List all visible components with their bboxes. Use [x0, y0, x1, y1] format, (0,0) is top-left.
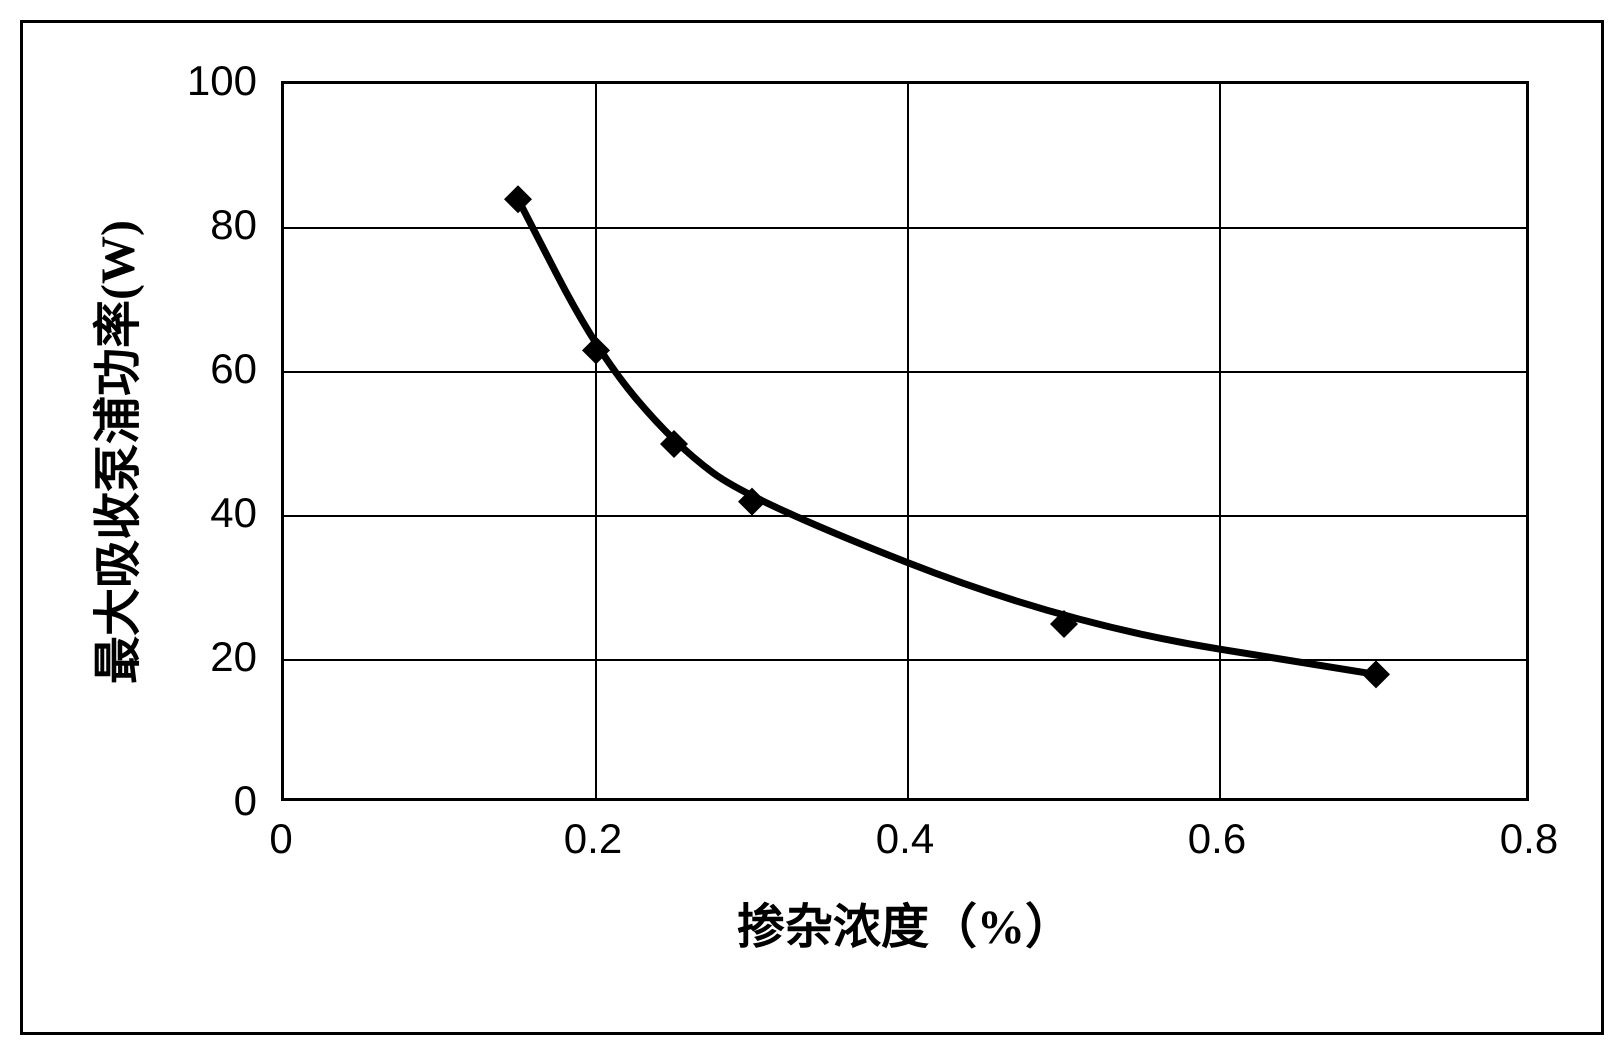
y-tick-label: 60 [210, 345, 257, 393]
chart-frame: 最大吸收泵浦功率(W) 掺杂浓度（%） 0 0.2 0.4 0.6 0.8 0 20 40 60… [20, 20, 1604, 1035]
x-tick-label: 0.4 [876, 815, 934, 863]
series-layer [284, 84, 1532, 804]
x-axis-label: 掺杂浓度（%） [737, 887, 1073, 957]
plot-area [281, 81, 1529, 801]
y-tick-label: 0 [234, 777, 257, 825]
x-tick-label: 0.8 [1500, 815, 1558, 863]
x-tick-label: 0.6 [1188, 815, 1246, 863]
y-tick-label: 20 [210, 633, 257, 681]
y-axis-label: 最大吸收泵浦功率(W) [78, 220, 148, 684]
x-tick-label: 0 [269, 815, 292, 863]
x-tick-label: 0.2 [564, 815, 622, 863]
y-tick-label: 100 [187, 57, 257, 105]
y-tick-label: 80 [210, 201, 257, 249]
y-tick-label: 40 [210, 489, 257, 537]
data-point-marker [504, 185, 532, 213]
series-line [518, 199, 1376, 674]
data-point-marker [1362, 660, 1390, 688]
